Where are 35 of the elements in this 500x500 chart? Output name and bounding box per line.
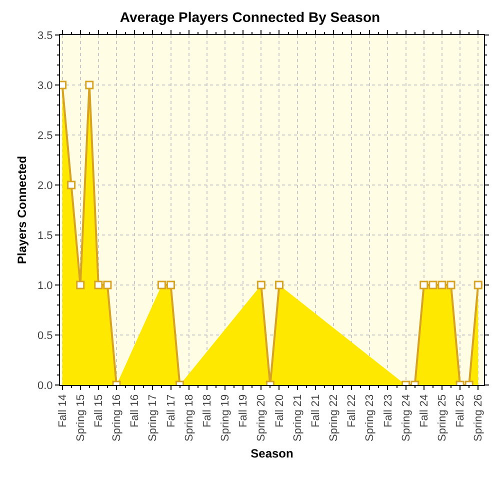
x-tick-label: Spring 22 bbox=[328, 394, 340, 442]
x-tick-label: Spring 23 bbox=[364, 394, 376, 442]
y-tick-label: 2.5 bbox=[38, 130, 53, 142]
x-tick-label: Spring 19 bbox=[220, 394, 232, 442]
x-tick-label: Spring 20 bbox=[256, 394, 268, 442]
x-tick-label: Fall 21 bbox=[310, 394, 322, 428]
x-tick-label: Spring 16 bbox=[111, 394, 124, 442]
x-tick-label: Spring 15 bbox=[74, 394, 87, 442]
y-tick-label: 0.0 bbox=[38, 380, 53, 392]
x-tick-label: Spring 17 bbox=[147, 394, 160, 442]
y-tick-label: 1.0 bbox=[38, 280, 53, 292]
y-tick-label: 0.5 bbox=[38, 330, 53, 342]
chart-title: Average Players Connected By Season bbox=[120, 8, 380, 25]
x-tick-label: Fall 25 bbox=[454, 394, 467, 428]
x-tick-label: Fall 17 bbox=[165, 394, 178, 428]
x-tick-label: Spring 21 bbox=[292, 394, 304, 442]
x-tick-label: Fall 19 bbox=[238, 394, 250, 428]
x-tick-label: Fall 18 bbox=[201, 394, 214, 428]
x-tick-label: Spring 25 bbox=[436, 394, 449, 442]
x-axis-title: Season bbox=[250, 446, 294, 460]
x-tick-label: Fall 23 bbox=[382, 394, 394, 428]
x-tick-label: Fall 16 bbox=[129, 394, 142, 428]
y-tick-label: 2.0 bbox=[38, 180, 53, 192]
x-tick-label: Fall 22 bbox=[346, 394, 358, 428]
x-tick-label: Spring 24 bbox=[400, 394, 412, 442]
y-tick-label: 3.5 bbox=[38, 30, 53, 42]
x-tick-label: Spring 26 bbox=[472, 394, 485, 442]
y-axis-title: Players Connected bbox=[14, 156, 29, 264]
y-tick-label: 3.0 bbox=[38, 80, 53, 92]
x-tick-label: Fall 15 bbox=[92, 394, 105, 428]
x-tick-label: Fall 24 bbox=[418, 394, 430, 428]
x-tick-label: Fall 14 bbox=[56, 394, 69, 428]
y-tick-label: 1.5 bbox=[38, 230, 53, 242]
x-tick-label: Fall 20 bbox=[274, 394, 286, 428]
x-tick-label: Spring 18 bbox=[183, 394, 196, 442]
